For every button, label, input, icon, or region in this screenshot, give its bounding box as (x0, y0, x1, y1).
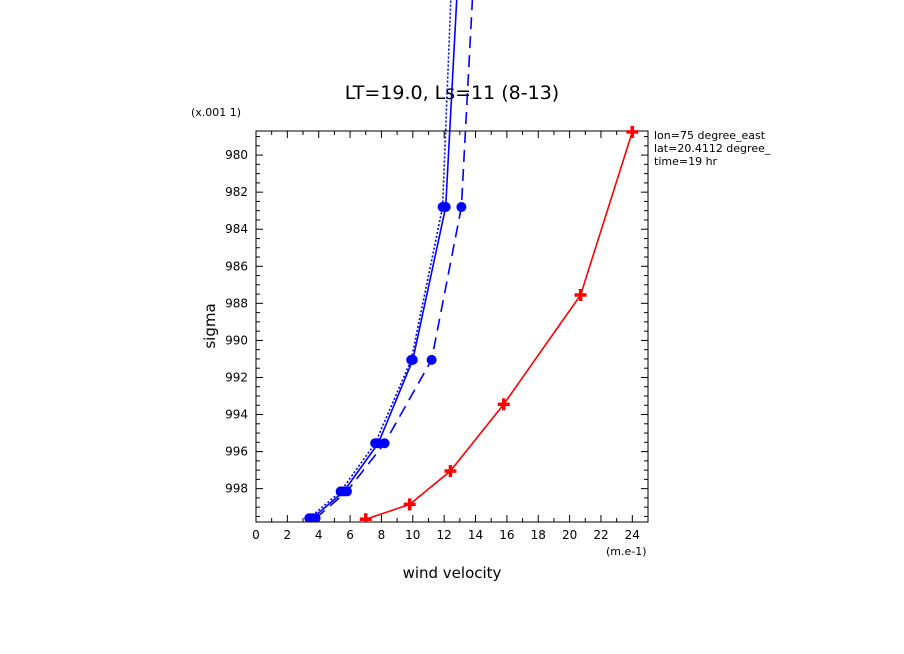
point (341, 486, 352, 497)
point (437, 201, 448, 212)
series-4 (310, 0, 474, 522)
point (403, 498, 416, 511)
x-tick-label: 4 (315, 528, 323, 542)
x-tick-label: 14 (468, 528, 483, 542)
x-tick-label: 8 (378, 528, 386, 542)
point (310, 513, 321, 522)
plot-frame (255, 130, 649, 523)
x-tick-label: 18 (531, 528, 546, 542)
x-tick-label: 20 (562, 528, 577, 542)
series-line (308, 0, 452, 519)
series-line (365, 131, 634, 520)
x-tick-label: 16 (499, 528, 514, 542)
y-tick-label: 992 (225, 370, 248, 384)
series-3 (304, 0, 452, 522)
y-tick-label: 990 (225, 333, 248, 347)
point (370, 438, 381, 449)
point (626, 125, 639, 138)
y-tick-label: 996 (225, 445, 248, 459)
y-tick-label: 988 (225, 296, 248, 310)
info-line: lon=75 degree_east (654, 129, 766, 142)
x-tick-label: 22 (593, 528, 608, 542)
point (406, 354, 417, 365)
x-tick-label: 2 (284, 528, 292, 542)
point (444, 465, 457, 478)
x-tick-label: 0 (252, 528, 260, 542)
point (497, 398, 510, 411)
y-tick-label: 986 (225, 259, 248, 273)
point (426, 354, 437, 365)
x-unit-label: (m.e-1) (606, 545, 647, 558)
y-tick-label: 998 (225, 482, 248, 496)
point (456, 201, 467, 212)
y-unit-label: (x.001 1) (191, 106, 241, 119)
x-tick-label: 12 (437, 528, 452, 542)
y-tick-label: 984 (225, 222, 248, 236)
point (574, 288, 587, 301)
point (379, 438, 390, 449)
y-axis-label: sigma (201, 303, 219, 348)
info-line: lat=20.4112 degree_ (654, 142, 771, 155)
info-line: time=19 hr (654, 155, 718, 168)
y-tick-label: 980 (225, 148, 248, 162)
point (359, 513, 372, 522)
y-tick-label: 994 (225, 408, 248, 422)
y-tick-label: 982 (225, 185, 248, 199)
x-tick-label: 6 (346, 528, 354, 542)
series-1 (359, 125, 639, 522)
info-text: lon=75 degree_east lat=20.4112 degree_ t… (654, 129, 771, 168)
x-axis-label: wind velocity (403, 564, 502, 582)
x-tick-label: 24 (625, 528, 640, 542)
series-line (315, 0, 474, 519)
x-tick-label: 10 (405, 528, 420, 542)
